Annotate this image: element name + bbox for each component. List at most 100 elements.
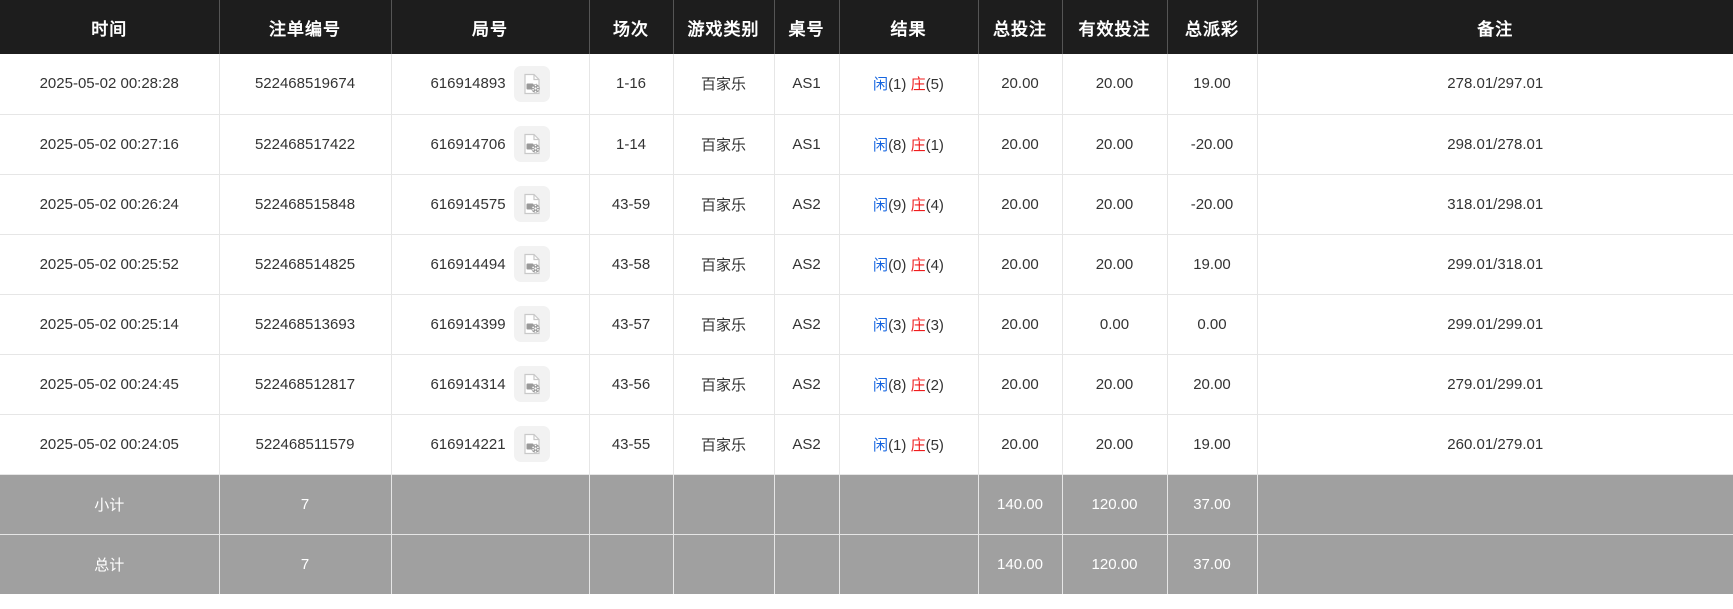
cell-result: 闲(0) 庄(4) — [839, 234, 979, 295]
column-header-time[interactable]: 时间 — [0, 0, 220, 54]
column-header-game[interactable]: 游戏类别 — [673, 0, 775, 54]
cell-result: 闲(3) 庄(3) — [839, 294, 979, 355]
result-player-label: 闲 — [873, 376, 889, 394]
cell-table: AS2 — [774, 354, 840, 415]
header-row: 时间 注单编号 局号 场次 游戏类别 桌号 结果 总投注 有效投注 总派彩 备注 — [0, 0, 1733, 54]
summary-total-bet: 140.00 — [978, 474, 1063, 535]
cell-session: 43-58 — [589, 234, 674, 295]
summary-note-empty — [1257, 474, 1733, 535]
cell-total-payout: -20.00 — [1167, 114, 1258, 175]
cell-table: AS2 — [774, 414, 840, 475]
video-document-icon[interactable] — [513, 186, 550, 222]
cell-round: 616914575 — [391, 174, 590, 235]
result-banker-value: (3) — [925, 316, 944, 334]
summary-result-empty — [839, 474, 979, 535]
column-header-valid[interactable]: 有效投注 — [1062, 0, 1168, 54]
cell-valid-bet: 20.00 — [1062, 174, 1168, 235]
result-player-value: (3) — [888, 316, 907, 334]
cell-total-payout: 0.00 — [1167, 294, 1258, 355]
summary-total-payout: 37.00 — [1167, 534, 1258, 594]
cell-table: AS2 — [774, 174, 840, 235]
result-player-value: (8) — [888, 136, 907, 154]
column-header-order[interactable]: 注单编号 — [219, 0, 392, 54]
result-banker-label: 庄 — [910, 76, 926, 94]
cell-total-bet: 20.00 — [978, 414, 1063, 475]
cell-game: 百家乐 — [673, 174, 775, 235]
table-row: 2025-05-02 00:25:14 522468513693 616914399… — [0, 294, 1733, 355]
video-document-icon[interactable] — [513, 246, 550, 282]
result-player-label: 闲 — [873, 316, 889, 334]
betting-records-table: 时间 注单编号 局号 场次 游戏类别 桌号 结果 总投注 有效投注 总派彩 备注… — [0, 0, 1733, 594]
result-player-label: 闲 — [873, 256, 889, 274]
cell-total-bet: 20.00 — [978, 354, 1063, 415]
round-number: 616914575 — [430, 195, 506, 213]
cell-result: 闲(1) 庄(5) — [839, 54, 979, 115]
cell-session: 43-56 — [589, 354, 674, 415]
column-header-bet[interactable]: 总投注 — [978, 0, 1063, 54]
cell-session: 1-14 — [589, 114, 674, 175]
result-player-label: 闲 — [873, 136, 889, 154]
summary-session-empty — [589, 474, 674, 535]
cell-game: 百家乐 — [673, 354, 775, 415]
result-player-value: (9) — [888, 196, 907, 214]
table-row: 2025-05-02 00:24:05 522468511579 616914221… — [0, 414, 1733, 475]
cell-note: 279.01/299.01 — [1257, 354, 1733, 415]
cell-order: 522468515848 — [219, 174, 392, 235]
cell-table: AS1 — [774, 114, 840, 175]
cell-total-bet: 20.00 — [978, 234, 1063, 295]
result-banker-label: 庄 — [910, 436, 926, 454]
summary-label: 小计 — [0, 474, 220, 535]
cell-total-payout: -20.00 — [1167, 174, 1258, 235]
table-body: 2025-05-02 00:28:28 522468519674 616914893… — [0, 54, 1733, 594]
column-header-round[interactable]: 局号 — [391, 0, 590, 54]
cell-session: 43-55 — [589, 414, 674, 475]
column-header-session[interactable]: 场次 — [589, 0, 674, 54]
cell-round: 616914893 — [391, 54, 590, 115]
summary-table-empty — [774, 534, 840, 594]
summary-total-bet: 140.00 — [978, 534, 1063, 594]
betting-records-table-wrapper: 时间 注单编号 局号 场次 游戏类别 桌号 结果 总投注 有效投注 总派彩 备注… — [0, 0, 1733, 594]
result-player-label: 闲 — [873, 196, 889, 214]
round-number: 616914494 — [430, 255, 506, 273]
summary-note-empty — [1257, 534, 1733, 594]
cell-table: AS1 — [774, 54, 840, 115]
column-header-result[interactable]: 结果 — [839, 0, 979, 54]
cell-order: 522468513693 — [219, 294, 392, 355]
video-document-icon[interactable] — [513, 366, 550, 402]
column-header-table[interactable]: 桌号 — [774, 0, 840, 54]
summary-label: 总计 — [0, 534, 220, 594]
table-row: 2025-05-02 00:27:16 522468517422 616914706… — [0, 114, 1733, 175]
summary-count: 7 — [219, 474, 392, 535]
cell-valid-bet: 20.00 — [1062, 414, 1168, 475]
cell-note: 298.01/278.01 — [1257, 114, 1733, 175]
cell-total-payout: 20.00 — [1167, 354, 1258, 415]
cell-time: 2025-05-02 00:24:45 — [0, 354, 220, 415]
table-row: 2025-05-02 00:28:28 522468519674 616914893… — [0, 54, 1733, 115]
cell-total-bet: 20.00 — [978, 174, 1063, 235]
cell-result: 闲(9) 庄(4) — [839, 174, 979, 235]
result-player-value: (1) — [888, 76, 907, 94]
video-document-icon[interactable] — [513, 426, 550, 462]
cell-session: 1-16 — [589, 54, 674, 115]
video-document-icon[interactable] — [513, 126, 550, 162]
table-row: 2025-05-02 00:26:24 522468515848 616914575… — [0, 174, 1733, 235]
cell-round: 616914706 — [391, 114, 590, 175]
cell-table: AS2 — [774, 234, 840, 295]
column-header-payout[interactable]: 总派彩 — [1167, 0, 1258, 54]
cell-note: 318.01/298.01 — [1257, 174, 1733, 235]
result-banker-value: (5) — [925, 76, 944, 94]
summary-table-empty — [774, 474, 840, 535]
summary-result-empty — [839, 534, 979, 594]
result-banker-label: 庄 — [910, 316, 926, 334]
video-document-icon[interactable] — [513, 306, 550, 342]
column-header-note[interactable]: 备注 — [1257, 0, 1733, 54]
cell-order: 522468517422 — [219, 114, 392, 175]
result-banker-value: (5) — [925, 436, 944, 454]
table-row: 2025-05-02 00:25:52 522468514825 616914494… — [0, 234, 1733, 295]
summary-game-empty — [673, 534, 775, 594]
table-header: 时间 注单编号 局号 场次 游戏类别 桌号 结果 总投注 有效投注 总派彩 备注 — [0, 0, 1733, 54]
video-document-icon[interactable] — [513, 65, 550, 102]
cell-order: 522468511579 — [219, 414, 392, 475]
summary-valid-bet: 120.00 — [1062, 474, 1168, 535]
round-number: 616914221 — [430, 435, 506, 453]
